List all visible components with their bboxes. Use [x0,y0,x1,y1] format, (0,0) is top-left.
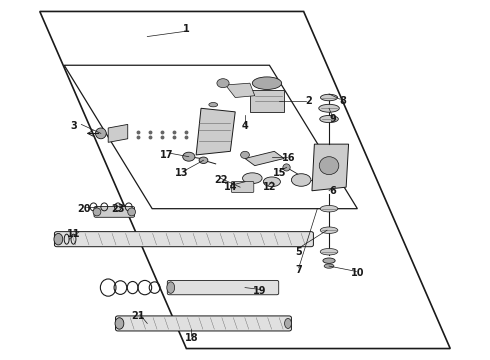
Polygon shape [250,90,284,112]
FancyBboxPatch shape [167,280,279,295]
Ellipse shape [285,319,292,328]
Polygon shape [225,83,255,98]
Text: 7: 7 [295,265,302,275]
FancyBboxPatch shape [116,316,292,331]
Text: 5: 5 [295,247,302,257]
Polygon shape [245,151,284,166]
Ellipse shape [320,94,338,101]
Ellipse shape [167,282,174,293]
Ellipse shape [263,177,280,186]
Text: 16: 16 [282,153,296,163]
Text: 15: 15 [272,168,286,178]
Ellipse shape [93,208,101,216]
Ellipse shape [209,103,218,107]
Ellipse shape [319,104,339,112]
Text: 6: 6 [330,186,336,196]
Ellipse shape [243,173,262,184]
Ellipse shape [96,128,106,139]
Ellipse shape [320,227,338,233]
Polygon shape [196,108,235,155]
Ellipse shape [320,116,338,123]
Text: 9: 9 [330,114,336,124]
Polygon shape [108,125,128,142]
Text: 17: 17 [160,150,173,160]
Text: 8: 8 [339,96,346,106]
Text: 23: 23 [111,204,125,214]
Ellipse shape [128,208,136,216]
FancyBboxPatch shape [54,231,314,247]
Text: 20: 20 [77,204,91,214]
Text: 3: 3 [71,121,77,131]
Text: 12: 12 [263,182,276,192]
Ellipse shape [320,248,338,255]
Text: 4: 4 [242,121,248,131]
Ellipse shape [115,318,124,329]
Text: 14: 14 [223,182,237,192]
Text: 2: 2 [305,96,312,106]
Text: 21: 21 [131,311,144,321]
FancyBboxPatch shape [231,181,254,193]
Text: 18: 18 [184,333,198,343]
Ellipse shape [320,206,338,212]
Text: 11: 11 [67,229,81,239]
Ellipse shape [217,79,229,87]
Ellipse shape [241,151,249,158]
Text: 10: 10 [351,268,364,278]
Ellipse shape [199,157,208,163]
Text: 22: 22 [214,175,227,185]
Ellipse shape [292,174,311,186]
Text: 19: 19 [253,286,267,296]
Text: 13: 13 [175,168,188,178]
Ellipse shape [324,264,334,268]
Ellipse shape [54,233,63,245]
FancyBboxPatch shape [94,207,135,217]
Ellipse shape [283,164,290,171]
Ellipse shape [323,258,335,264]
Text: 1: 1 [183,24,190,35]
Ellipse shape [319,157,339,175]
Ellipse shape [252,77,282,89]
Ellipse shape [183,152,195,161]
Polygon shape [312,144,348,191]
